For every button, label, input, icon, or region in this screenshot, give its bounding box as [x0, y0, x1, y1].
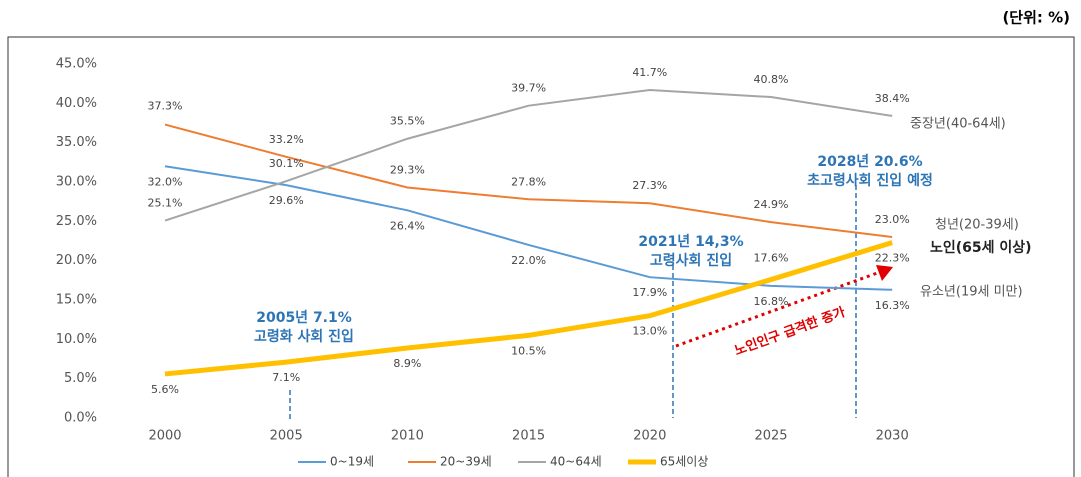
value-label: 5.6% [151, 383, 179, 396]
series-line [164, 165, 893, 291]
value-label: 22.3% [875, 252, 910, 265]
trend-arrow [675, 270, 881, 348]
value-label: 10.5% [511, 344, 546, 357]
value-label: 16.8% [754, 295, 789, 308]
value-label: 33.2% [269, 133, 304, 146]
y-tick-label: 0.0% [64, 411, 97, 426]
x-tick-label: 2015 [512, 429, 545, 444]
value-label: 16.3% [875, 299, 910, 312]
value-label: 32.0% [148, 175, 183, 188]
value-label: 24.9% [754, 198, 789, 211]
value-label: 26.4% [390, 219, 425, 232]
value-label: 30.1% [269, 157, 304, 170]
x-tick-label: 2020 [633, 429, 666, 444]
legend-label: 40~64세 [550, 455, 602, 469]
x-tick-label: 2005 [270, 429, 303, 444]
value-label: 17.6% [754, 252, 789, 265]
y-tick-label: 40.0% [56, 96, 97, 111]
value-label: 13.0% [632, 325, 667, 338]
x-tick-label: 2010 [391, 429, 424, 444]
value-label: 23.0% [875, 213, 910, 226]
x-tick-label: 2030 [876, 429, 909, 444]
x-tick-label: 2000 [148, 429, 181, 444]
value-label: 7.1% [272, 371, 300, 384]
value-label: 27.3% [632, 179, 667, 192]
value-label: 37.3% [148, 100, 183, 113]
annotation: 2021년 14,3% [638, 234, 743, 250]
value-label: 40.8% [754, 73, 789, 86]
annotation: 고령화 사회 진입 [254, 328, 354, 345]
value-label: 17.9% [632, 286, 667, 299]
annotation: 2028년 20.6% [817, 154, 922, 170]
legend-label: 65세이상 [660, 455, 708, 469]
frame [7, 36, 1075, 477]
y-tick-label: 5.0% [64, 371, 97, 386]
value-label: 38.4% [875, 92, 910, 105]
value-label: 27.8% [511, 175, 546, 188]
annotation: 2005년 7.1% [256, 310, 352, 326]
y-tick-label: 20.0% [56, 253, 97, 268]
value-label: 41.7% [632, 66, 667, 79]
annotation: 노인인구 급격한 증가 [732, 304, 847, 359]
value-label: 35.5% [390, 115, 425, 128]
value-label: 22.0% [511, 254, 546, 267]
series-end-label: 노인(65세 이상) [930, 239, 1032, 256]
value-label: 25.1% [148, 197, 183, 210]
value-label: 29.3% [390, 164, 425, 177]
arrow-head [876, 265, 893, 281]
unit-label: (단위: %) [1002, 9, 1070, 27]
y-tick-label: 35.0% [56, 135, 97, 150]
series-end-label: 청년(20-39세) [935, 218, 1019, 233]
annotation: 고령사회 진입 [650, 252, 732, 269]
x-tick-label: 2025 [754, 429, 787, 444]
y-tick-label: 45.0% [56, 57, 97, 72]
value-label: 29.6% [269, 194, 304, 207]
series-end-label: 유소년(19세 미만) [920, 285, 1023, 300]
value-label: 8.9% [393, 357, 421, 370]
series-line [164, 88, 893, 222]
y-tick-label: 15.0% [56, 293, 97, 308]
series-line [164, 240, 893, 377]
legend-label: 20~39세 [440, 455, 492, 469]
y-tick-label: 25.0% [56, 214, 97, 229]
y-tick-label: 30.0% [56, 175, 97, 190]
legend-label: 0~19세 [330, 455, 374, 469]
y-tick-label: 10.0% [56, 332, 97, 347]
value-label: 39.7% [511, 82, 546, 95]
series-end-label: 중장년(40-64세) [910, 117, 1006, 132]
annotation: 초고령사회 진입 예정 [807, 172, 933, 189]
series-line [164, 123, 893, 239]
